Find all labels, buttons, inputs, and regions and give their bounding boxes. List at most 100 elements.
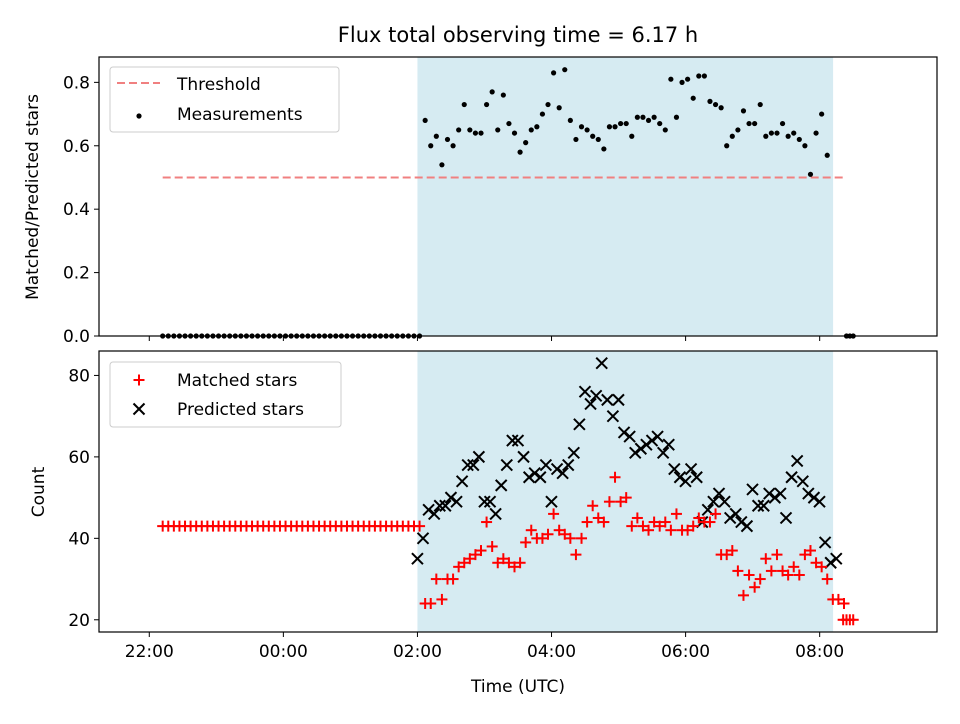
predicted-point	[813, 495, 826, 508]
predicted-point-b	[556, 466, 569, 480]
matched-point	[525, 524, 537, 536]
measurement-point	[500, 92, 506, 98]
predicted-point-b	[455, 475, 469, 488]
matched-point	[497, 553, 509, 565]
predicted-point	[411, 552, 424, 565]
predicted-point	[422, 503, 435, 517]
legend-predicted-label: Predicted stars	[177, 400, 304, 420]
ratio-panel-legend: Threshold Measurements	[109, 66, 340, 133]
matched-point	[804, 545, 816, 557]
matched-point	[458, 557, 470, 569]
legend-predicted-mark-b	[132, 402, 146, 416]
matched-point	[492, 557, 504, 569]
predicted-point	[807, 491, 821, 504]
matched-point	[503, 557, 515, 569]
predicted-point-b	[511, 434, 525, 447]
predicted-point	[534, 471, 547, 484]
matched-point	[514, 557, 526, 569]
matched-point	[553, 524, 565, 536]
matched-point	[559, 528, 571, 540]
predicted-point-b	[807, 491, 821, 504]
predicted-point-b	[645, 434, 659, 447]
predicted-point-b	[500, 458, 513, 472]
predicted-point	[690, 471, 703, 484]
matched-point	[771, 549, 783, 561]
matched-point	[564, 532, 576, 544]
predicted-point-b	[679, 475, 692, 488]
predicted-point-b	[472, 450, 486, 464]
legend-matched-label: Matched stars	[177, 371, 297, 391]
measurement-point	[679, 79, 685, 85]
matched-point	[469, 549, 481, 561]
predicted-point	[472, 450, 486, 464]
predicted-point-b	[439, 499, 452, 512]
predicted-point	[662, 438, 675, 451]
predicted-point	[651, 430, 664, 443]
measurement-point	[813, 130, 819, 136]
predicted-point	[668, 462, 681, 476]
matched-point	[810, 557, 822, 569]
predicted-point-b	[718, 495, 731, 508]
predicted-point	[740, 519, 754, 533]
predicted-point-b	[550, 462, 564, 476]
measurement-point	[606, 124, 613, 130]
matched-point	[486, 540, 498, 552]
predicted-point-b	[707, 495, 720, 508]
predicted-point	[506, 434, 519, 447]
predicted-point-b	[478, 495, 491, 508]
predicted-point-b	[522, 471, 536, 484]
measurement-point	[724, 143, 730, 149]
predicted-point	[763, 487, 776, 500]
matched-point	[687, 520, 699, 532]
predicted-point-b	[623, 430, 636, 443]
y-tick-label: 60	[68, 448, 90, 468]
measurement-point	[824, 152, 830, 158]
matched-point	[615, 496, 627, 508]
predicted-point-b	[606, 409, 620, 423]
predicted-point	[539, 458, 553, 472]
matched-point	[603, 496, 615, 508]
count-panel-y-axis: 20 40 60 80	[68, 366, 99, 631]
predicted-point	[511, 434, 525, 447]
matched-point	[548, 508, 560, 520]
x-axis-label: Time (UTC)	[470, 677, 565, 697]
predicted-point-b	[601, 393, 614, 407]
predicted-point	[640, 438, 653, 451]
predicted-point	[790, 454, 804, 468]
predicted-point	[573, 418, 586, 431]
measurement-point	[433, 133, 439, 139]
predicted-point	[735, 515, 748, 529]
predicted-point	[595, 357, 608, 370]
matched-point	[749, 581, 761, 593]
predicted-point-b	[612, 393, 625, 407]
matched-point	[436, 593, 448, 605]
predicted-point-b	[427, 507, 441, 521]
predicted-point-b	[701, 503, 715, 517]
predicted-point-b	[539, 458, 553, 472]
measurement-point	[690, 95, 696, 101]
x-tick-label: 02:00	[393, 642, 442, 662]
matched-point	[592, 512, 604, 524]
predicted-point-b	[662, 438, 675, 451]
matched-point	[576, 532, 588, 544]
predicted-point-b	[416, 532, 430, 545]
measurement-point	[701, 73, 707, 79]
measurement-point	[584, 127, 590, 133]
measurement-point	[590, 133, 596, 139]
predicted-point-b	[444, 491, 458, 504]
predicted-point-b	[506, 434, 519, 447]
ratio-panel-legend-box	[109, 66, 340, 133]
measurement-point	[651, 114, 657, 120]
measurement-point	[450, 143, 456, 149]
ratio-panel-frame	[98, 56, 938, 337]
predicted-point-b	[779, 511, 793, 525]
measurement-point	[456, 127, 462, 133]
matched-point	[464, 553, 476, 565]
predicted-point	[774, 487, 787, 500]
matched-point	[670, 508, 682, 520]
predicted-point	[751, 499, 765, 512]
matched-point	[626, 520, 638, 532]
matched-point	[447, 573, 459, 585]
predicted-point-b	[562, 458, 575, 472]
